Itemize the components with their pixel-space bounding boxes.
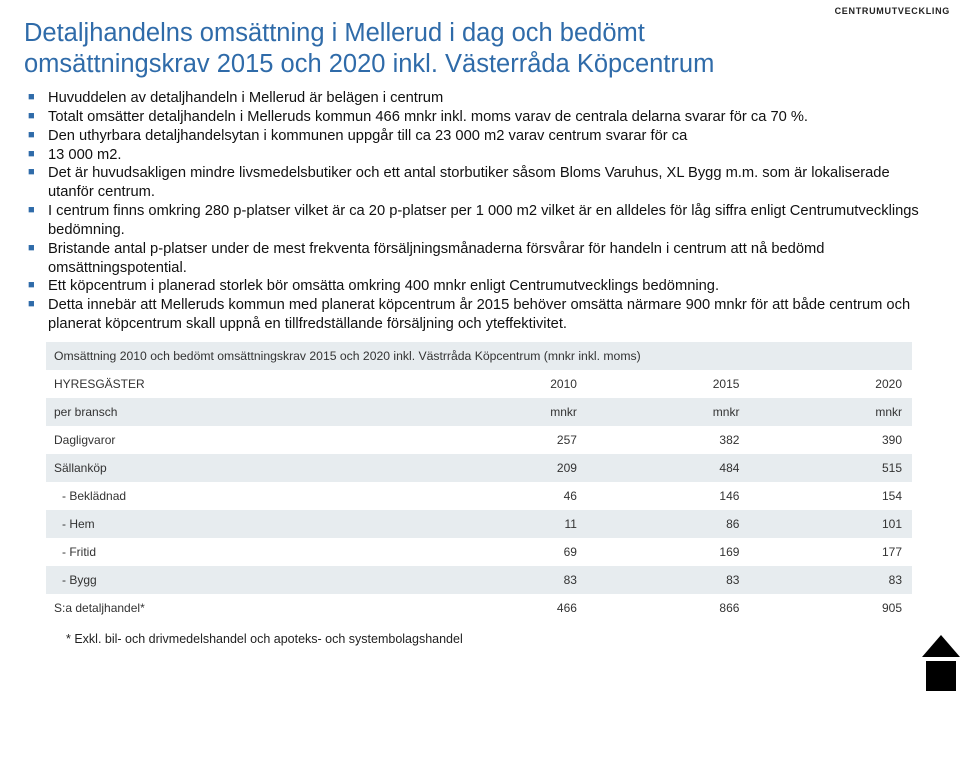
cell: 83 <box>587 566 750 594</box>
row-label: Sällanköp <box>46 454 424 482</box>
row-label: Dagligvaror <box>46 426 424 454</box>
brand-text: CENTRUMUTVECKLING <box>835 6 950 16</box>
table-row: - Hem 11 86 101 <box>46 510 912 538</box>
cell: 86 <box>587 510 750 538</box>
table-subheader-row: per bransch mnkr mnkr mnkr <box>46 398 912 426</box>
cell: 83 <box>424 566 587 594</box>
cell: 169 <box>587 538 750 566</box>
cell: 146 <box>587 482 750 510</box>
bullet-item: Den uthyrbara detaljhandelsytan i kommun… <box>28 127 936 146</box>
table-row: - Beklädnad 46 146 154 <box>46 482 912 510</box>
row-label: - Hem <box>46 510 424 538</box>
cell: 466 <box>424 594 587 622</box>
table-row: Dagligvaror 257 382 390 <box>46 426 912 454</box>
cell: 69 <box>424 538 587 566</box>
bullet-item: Ett köpcentrum i planerad storlek bör om… <box>28 277 936 296</box>
table-header-row: HYRESGÄSTER 2010 2015 2020 <box>46 370 912 398</box>
col-subheader: mnkr <box>424 398 587 426</box>
bullet-item: I centrum finns omkring 280 p-platser vi… <box>28 202 936 240</box>
cell: 154 <box>749 482 912 510</box>
table-row: - Fritid 69 169 177 <box>46 538 912 566</box>
row-label: - Beklädnad <box>46 482 424 510</box>
bullet-item: Bristande antal p-platser under de mest … <box>28 240 936 278</box>
data-table: HYRESGÄSTER 2010 2015 2020 per bransch m… <box>46 370 912 622</box>
col-subheader: mnkr <box>749 398 912 426</box>
cell: 101 <box>749 510 912 538</box>
col-header: 2010 <box>424 370 587 398</box>
cell: 390 <box>749 426 912 454</box>
cell: 866 <box>587 594 750 622</box>
bullet-item: Det är huvudsakligen mindre livsmedelsbu… <box>28 164 936 202</box>
bullet-item: 13 000 m2. <box>28 146 936 165</box>
cell: 382 <box>587 426 750 454</box>
cell: 11 <box>424 510 587 538</box>
page-title: Detaljhandelns omsättning i Mellerud i d… <box>24 12 936 79</box>
col-header: 2015 <box>587 370 750 398</box>
cell: 905 <box>749 594 912 622</box>
row-label: - Bygg <box>46 566 424 594</box>
cell: 257 <box>424 426 587 454</box>
corner-decor-icon <box>912 635 960 691</box>
col-header: 2020 <box>749 370 912 398</box>
bullet-list: Huvuddelen av detaljhandeln i Mellerud ä… <box>24 89 936 334</box>
cell: 515 <box>749 454 912 482</box>
row-label: - Fritid <box>46 538 424 566</box>
row-label: S:a detaljhandel* <box>46 594 424 622</box>
cell: 484 <box>587 454 750 482</box>
footnote: * Exkl. bil- och drivmedelshandel och ap… <box>66 632 936 646</box>
bullet-item: Totalt omsätter detaljhandeln i Mellerud… <box>28 108 936 127</box>
col-header: HYRESGÄSTER <box>46 370 424 398</box>
cell: 177 <box>749 538 912 566</box>
col-subheader: mnkr <box>587 398 750 426</box>
col-subheader: per bransch <box>46 398 424 426</box>
table-total-row: S:a detaljhandel* 466 866 905 <box>46 594 912 622</box>
table-row: - Bygg 83 83 83 <box>46 566 912 594</box>
cell: 83 <box>749 566 912 594</box>
table-title: Omsättning 2010 och bedömt omsättningskr… <box>46 342 912 370</box>
title-line-2: omsättningskrav 2015 och 2020 inkl. Väst… <box>24 50 714 78</box>
title-line-1: Detaljhandelns omsättning i Mellerud i d… <box>24 19 645 47</box>
cell: 46 <box>424 482 587 510</box>
table-row: Sällanköp 209 484 515 <box>46 454 912 482</box>
bullet-item: Detta innebär att Melleruds kommun med p… <box>28 296 936 334</box>
data-table-container: Omsättning 2010 och bedömt omsättningskr… <box>46 342 912 622</box>
bullet-item: Huvuddelen av detaljhandeln i Mellerud ä… <box>28 89 936 108</box>
cell: 209 <box>424 454 587 482</box>
